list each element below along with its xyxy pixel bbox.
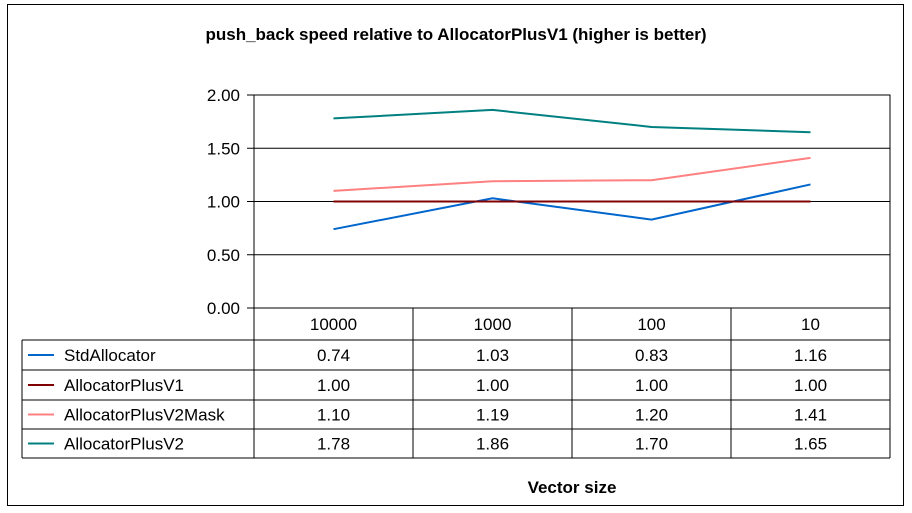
x-category-label: 100 (637, 315, 665, 334)
data-table-value: 1.00 (317, 376, 350, 395)
legend-label: StdAllocator (64, 346, 156, 365)
legend-label: AllocatorPlusV2 (64, 435, 184, 454)
y-tick-label: 1.50 (207, 139, 240, 158)
x-category-label: 10 (801, 315, 820, 334)
data-table-value: 1.00 (794, 376, 827, 395)
series-line-AllocatorPlusV2Mask (333, 156, 811, 192)
data-table-value: 1.19 (476, 406, 509, 425)
data-table-value: 1.16 (794, 346, 827, 365)
y-tick-label: 0.00 (207, 299, 240, 318)
data-table-value: 1.65 (794, 435, 827, 454)
data-table-value: 0.74 (317, 346, 350, 365)
data-table-value: 1.86 (476, 435, 509, 454)
legend-label: AllocatorPlusV1 (64, 376, 184, 395)
series-line-StdAllocator (333, 183, 811, 231)
data-table-value: 0.83 (635, 346, 668, 365)
data-table-value: 1.00 (635, 376, 668, 395)
data-table-value: 1.20 (635, 406, 668, 425)
series-line-AllocatorPlusV2 (333, 108, 811, 134)
data-table-value: 1.41 (794, 406, 827, 425)
y-tick-label: 0.50 (207, 246, 240, 265)
y-tick-label: 2.00 (207, 86, 240, 105)
x-category-label: 1000 (474, 315, 512, 334)
data-table-value: 1.03 (476, 346, 509, 365)
data-table-value: 1.78 (317, 435, 350, 454)
x-axis-label: Vector size (527, 478, 617, 497)
x-category-label: 10000 (310, 315, 357, 334)
data-table-value: 1.00 (476, 376, 509, 395)
legend-label: AllocatorPlusV2Mask (64, 406, 225, 425)
chart-frame (7, 4, 904, 506)
chart-title: push_back speed relative to AllocatorPlu… (205, 25, 707, 44)
y-tick-label: 1.00 (207, 193, 240, 212)
data-table-value: 1.70 (635, 435, 668, 454)
data-table-value: 1.10 (317, 406, 350, 425)
